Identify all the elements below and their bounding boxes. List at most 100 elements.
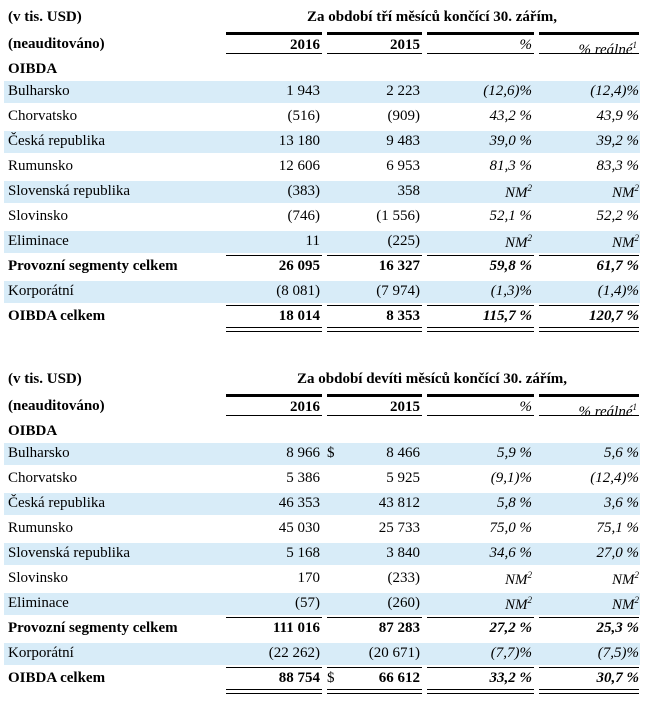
row-label: Slovenská republika xyxy=(8,183,131,199)
footnote-ref: 2 xyxy=(634,570,640,580)
single-rule xyxy=(226,617,322,618)
table-row: Provozní segmenty celkem 111 016 87 283 27,… xyxy=(4,617,640,642)
table-row: Slovenská republika (383) 358 NM2 NM2 xyxy=(4,180,640,205)
table-row: Korporátní (22 262) (20 671) (7,7)% (7,5)% xyxy=(4,642,640,667)
table-row: Eliminace (57) (260) NM2 NM2 xyxy=(4,592,640,617)
section-title: OIBDA xyxy=(8,61,58,77)
row-label: Eliminace xyxy=(8,595,69,611)
value-2015: 9 483 xyxy=(386,133,420,149)
single-rule xyxy=(327,617,422,618)
value-pct: NM2 xyxy=(505,183,532,201)
row-label: Rumunsko xyxy=(8,158,74,174)
table-nine-months: (v tis. USD) Za období devíti měsíců kon… xyxy=(4,368,640,694)
single-rule xyxy=(539,617,639,618)
row-label: Provozní segmenty celkem xyxy=(8,620,178,636)
value-real: 75,1 % xyxy=(596,520,640,536)
value-2016: 1 943 xyxy=(286,83,320,99)
value-2016: 88 754 xyxy=(278,670,320,686)
value-pct: 33,2 % xyxy=(489,670,533,686)
value-2016: 8 966 xyxy=(286,445,320,461)
value-real: 30,7 % xyxy=(596,670,640,686)
double-rule xyxy=(226,327,322,332)
value-real: 25,3 % xyxy=(596,620,640,636)
value-real: NM2 xyxy=(612,595,640,613)
row-label: Česká republika xyxy=(8,133,106,149)
value-real: (7,5)% xyxy=(597,645,639,661)
single-rule xyxy=(327,667,422,668)
row-label: Korporátní xyxy=(8,645,74,661)
row-label: Korporátní xyxy=(8,283,74,299)
currency-symbol: $ xyxy=(327,670,335,686)
value-2016: 45 030 xyxy=(278,520,320,536)
unit-label: (v tis. USD) xyxy=(8,9,82,25)
footnote-ref: 1 xyxy=(632,402,638,412)
single-rule xyxy=(539,255,639,256)
single-rule xyxy=(327,305,422,306)
value-2016: 18 014 xyxy=(278,308,320,324)
row-label: Chorvatsko xyxy=(8,108,78,124)
value-real: (1,4)% xyxy=(597,283,639,299)
footnote-ref: 2 xyxy=(634,183,640,193)
value-2015: 8 466 xyxy=(386,445,420,461)
value-2016: 5 168 xyxy=(286,545,320,561)
value-2016: 170 xyxy=(297,570,321,586)
table-row: Slovinsko (746) (1 556) 52,1 % 52,2 % xyxy=(4,205,640,230)
value-2015: 5 925 xyxy=(386,470,420,486)
table-row: Eliminace 11 (225) NM2 NM2 xyxy=(4,230,640,255)
value-real: 27,0 % xyxy=(596,545,640,561)
table-header: (v tis. USD) Za období tří měsíců končíc… xyxy=(4,6,640,32)
value-real: 39,2 % xyxy=(596,133,640,149)
footnote-ref: 1 xyxy=(632,40,638,50)
value-2016: (57) xyxy=(295,595,320,611)
row-label: Česká republika xyxy=(8,495,106,511)
value-real: (12,4)% xyxy=(590,83,639,99)
table-row: Rumunsko 45 030 25 733 75,0 % 75,1 % xyxy=(4,517,640,542)
single-rule xyxy=(427,617,534,618)
value-pct: 39,0 % xyxy=(489,133,533,149)
value-2015: 3 840 xyxy=(386,545,420,561)
value-pct: NM2 xyxy=(505,595,532,613)
value-real: 61,7 % xyxy=(596,258,640,274)
value-pct: (12,6)% xyxy=(483,83,532,99)
table-row: Chorvatsko (516) (909) 43,2 % 43,9 % xyxy=(4,105,640,130)
value-2015: 6 953 xyxy=(386,158,420,174)
col-pct: % xyxy=(427,394,534,416)
period-title: Za období tří měsíců končící 30. zářím, xyxy=(307,9,557,25)
value-2015: (7 974) xyxy=(376,283,420,299)
value-2016: 111 016 xyxy=(272,620,320,636)
value-2015: (1 556) xyxy=(376,208,420,224)
value-pct: 34,6 % xyxy=(489,545,533,561)
double-rule xyxy=(427,327,534,332)
period-title: Za období devíti měsíců končící 30. září… xyxy=(297,371,567,387)
value-pct: 5,9 % xyxy=(497,445,532,461)
row-label: Chorvatsko xyxy=(8,470,78,486)
value-pct: (1,3)% xyxy=(490,283,532,299)
double-rule xyxy=(539,689,639,694)
value-real: (12,4)% xyxy=(590,470,639,486)
value-2016: 46 353 xyxy=(278,495,320,511)
table-row: Provozní segmenty celkem 26 095 16 327 59,8… xyxy=(4,255,640,280)
value-pct: 27,2 % xyxy=(489,620,533,636)
value-real: 5,6 % xyxy=(604,445,639,461)
col-2015: 2015 xyxy=(327,394,422,416)
value-real: NM2 xyxy=(612,233,639,251)
row-label: Provozní segmenty celkem xyxy=(8,258,178,274)
value-real: 3,6 % xyxy=(604,495,639,511)
value-real: 83,3 % xyxy=(596,158,640,174)
table-row: Bulharsko 8 966 $8 466 5,9 % 5,6 % xyxy=(4,442,640,467)
footnote-ref: 2 xyxy=(634,595,640,605)
subtitle: (neauditováno) xyxy=(8,36,105,52)
value-pct: 5,8 % xyxy=(497,495,532,511)
row-label: Bulharsko xyxy=(8,445,70,461)
single-rule xyxy=(226,667,322,668)
value-pct: 59,8 % xyxy=(489,258,533,274)
row-label: Slovenská republika xyxy=(8,545,131,561)
value-pct: 75,0 % xyxy=(489,520,533,536)
row-label: Eliminace xyxy=(8,233,69,249)
value-pct: (7,7)% xyxy=(490,645,532,661)
value-2015: (909) xyxy=(387,108,421,124)
value-2016: 11 xyxy=(305,233,320,249)
table-row: Česká republika 13 180 9 483 39,0 % 39,2 % xyxy=(4,130,640,155)
table-row: Slovinsko 170 (233) NM2 NM2 xyxy=(4,567,640,592)
value-2015: 87 283 xyxy=(378,620,420,636)
